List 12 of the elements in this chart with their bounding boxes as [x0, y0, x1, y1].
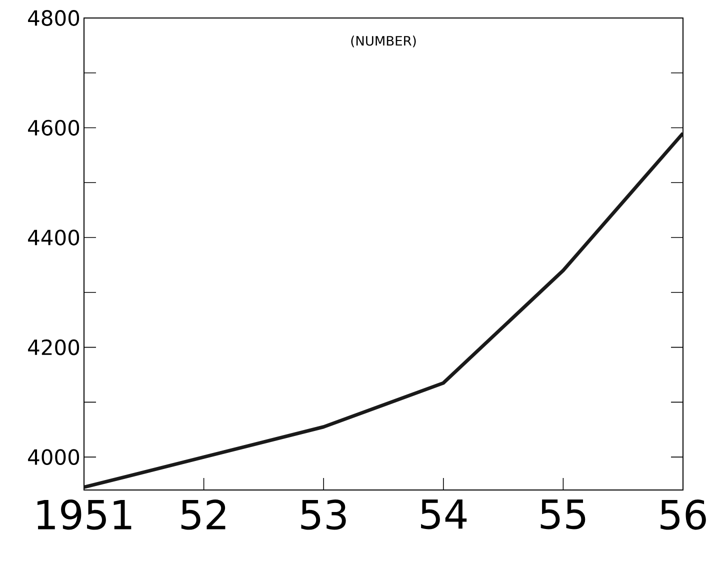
- y-tick-label: 4800: [28, 10, 80, 26]
- text: (NUMBER): [351, 36, 416, 48]
- x-tick-label: 53: [301, 500, 346, 530]
- y-tick-label: 4400: [28, 230, 80, 246]
- x-tick-label: 1951: [37, 500, 132, 530]
- x-tick-label: 55: [540, 500, 586, 530]
- x-tick-label: 52: [181, 500, 226, 530]
- x-tick-label: 54: [421, 500, 467, 530]
- y-tick-label: 4600: [28, 120, 80, 136]
- y-tick-label: 4000: [28, 449, 80, 465]
- x-tick-label: 56: [660, 500, 706, 530]
- y-tick-label: 4200: [28, 339, 80, 356]
